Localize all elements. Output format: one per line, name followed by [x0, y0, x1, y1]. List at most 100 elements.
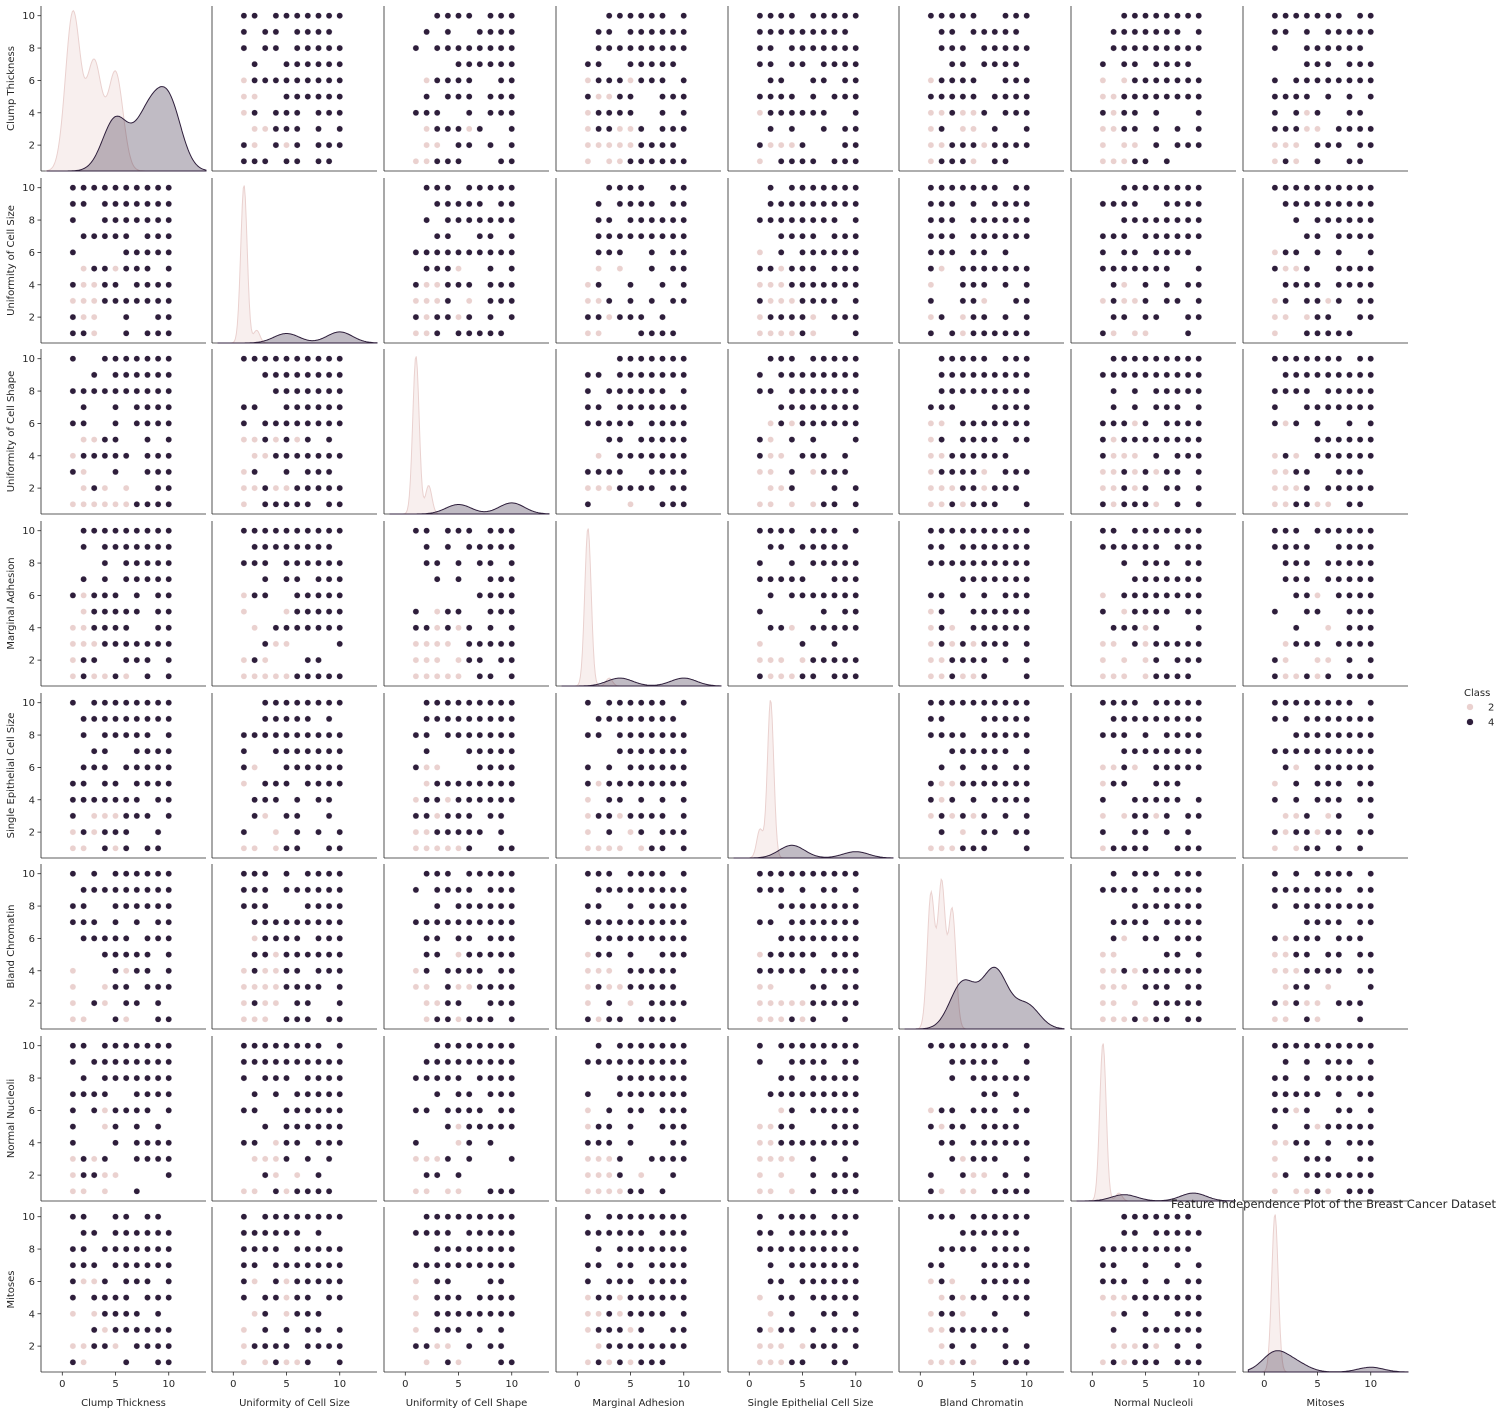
scatter-point-class-2 [112, 1171, 119, 1179]
scatter-point-class-4 [991, 500, 999, 508]
scatter-point-class-4 [970, 371, 977, 379]
scatter-point-class-4 [680, 1107, 688, 1114]
scatter-point-class-4 [412, 764, 420, 771]
scatter-point-class-4 [165, 281, 172, 289]
scatter-point-class-2 [1110, 967, 1117, 975]
scatter-point-class-2 [90, 640, 98, 648]
scatter-point-class-4 [1142, 1213, 1149, 1220]
scatter-point-class-2 [455, 983, 462, 991]
scatter-point-class-4 [852, 559, 860, 567]
scatter-point-class-4 [584, 313, 592, 321]
scatter-point-class-4 [970, 12, 977, 20]
scatter-point-class-4 [1174, 747, 1181, 755]
scatter-point-class-4 [852, 157, 860, 165]
scatter-point-class-4 [336, 527, 344, 535]
scatter-point-class-4 [970, 1155, 977, 1163]
scatter-point-class-4 [465, 60, 473, 68]
scatter-point-class-4 [293, 747, 301, 755]
scatter-point-class-4 [283, 1074, 290, 1082]
scatter-point-class-4 [595, 983, 602, 991]
scatter-point-class-2 [777, 141, 785, 149]
scatter-point-class-4 [1002, 200, 1009, 208]
scatter-point-class-4 [852, 216, 860, 224]
scatter-point-class-4 [820, 281, 828, 289]
scatter-point-class-2 [69, 1188, 77, 1195]
scatter-point-class-4 [154, 1359, 162, 1366]
scatter-point-class-4 [938, 1042, 945, 1049]
scatter-point-class-4 [820, 1310, 828, 1318]
scatter-point-class-2 [777, 1359, 785, 1366]
scatter-point-class-4 [1142, 184, 1149, 191]
scatter-point-class-4 [122, 184, 130, 191]
scatter-point-class-4 [133, 967, 141, 975]
scatter-point-class-4 [831, 60, 838, 68]
scatter-point-class-4 [1099, 886, 1107, 894]
scatter-point-class-2 [1282, 420, 1289, 427]
scatter-point-class-4 [122, 1278, 130, 1285]
scatter-point-class-4 [669, 436, 677, 443]
scatter-point-class-4 [325, 1090, 333, 1098]
scatter-point-class-4 [991, 559, 999, 567]
scatter-point-class-4 [283, 468, 290, 476]
scatter-point-class-4 [1303, 967, 1311, 975]
scatter-point-class-4 [283, 93, 290, 100]
scatter-point-class-4 [809, 592, 817, 599]
scatter-point-class-4 [336, 673, 344, 680]
scatter-point-class-4 [669, 764, 677, 771]
scatter-point-class-4 [948, 1107, 956, 1114]
scatter-point-class-2 [283, 1294, 290, 1301]
scatter-point-class-4 [1346, 1171, 1353, 1179]
scatter-point-class-2 [283, 640, 290, 648]
scatter-point-class-4 [938, 1213, 945, 1220]
scatter-point-class-4 [1184, 999, 1192, 1007]
scatter-point-class-4 [1324, 527, 1332, 535]
scatter-point-class-4 [293, 951, 301, 958]
scatter-point-class-4 [293, 371, 301, 379]
scatter-point-class-4 [1163, 77, 1171, 84]
scatter-point-class-2 [1271, 484, 1279, 492]
scatter-point-class-4 [154, 828, 162, 836]
scatter-point-class-4 [293, 93, 301, 100]
scatter-point-class-4 [852, 44, 860, 52]
scatter-point-class-4 [154, 1139, 162, 1147]
scatter-point-class-4 [487, 747, 494, 755]
scatter-point-class-4 [659, 403, 666, 411]
scatter-point-class-4 [165, 918, 172, 926]
scatter-point-class-4 [144, 812, 151, 820]
scatter-point-class-4 [165, 1359, 172, 1366]
scatter-point-class-4 [1023, 1171, 1030, 1179]
scatter-point-class-4 [799, 216, 806, 224]
scatter-point-class-2 [970, 1359, 977, 1366]
scatter-point-class-4 [680, 951, 688, 958]
scatter-point-class-4 [325, 845, 333, 852]
scatter-point-class-4 [325, 575, 333, 583]
scatter-point-class-4 [767, 624, 774, 632]
scatter-point-class-4 [1012, 1123, 1020, 1130]
scatter-point-class-4 [831, 1326, 838, 1334]
scatter-point-class-4 [669, 216, 677, 224]
scatter-point-class-4 [251, 1261, 258, 1269]
scatter-point-class-4 [315, 1245, 322, 1253]
scatter-point-class-4 [809, 902, 817, 910]
scatter-point-class-2 [455, 624, 462, 632]
scatter-point-class-4 [1292, 575, 1300, 583]
scatter-point-class-2 [788, 141, 796, 149]
scatter-point-class-4 [669, 200, 677, 208]
scatter-point-class-4 [841, 1278, 849, 1285]
scatter-point-class-4 [927, 216, 935, 224]
scatter-point-class-4 [991, 1058, 999, 1066]
scatter-point-class-4 [325, 141, 333, 149]
scatter-point-class-4 [970, 329, 977, 337]
scatter-point-class-4 [165, 902, 172, 910]
scatter-point-class-4 [508, 918, 516, 926]
scatter-point-class-4 [659, 452, 666, 460]
scatter-point-class-4 [659, 999, 666, 1007]
scatter-point-class-2 [283, 141, 290, 149]
scatter-point-class-4 [1174, 93, 1181, 100]
scatter-point-class-4 [293, 157, 301, 165]
scatter-point-class-4 [251, 1107, 258, 1114]
scatter-point-class-4 [680, 232, 688, 240]
scatter-point-class-4 [144, 1107, 151, 1114]
scatter-point-class-2 [1110, 436, 1117, 443]
scatter-point-class-2 [756, 1123, 764, 1130]
